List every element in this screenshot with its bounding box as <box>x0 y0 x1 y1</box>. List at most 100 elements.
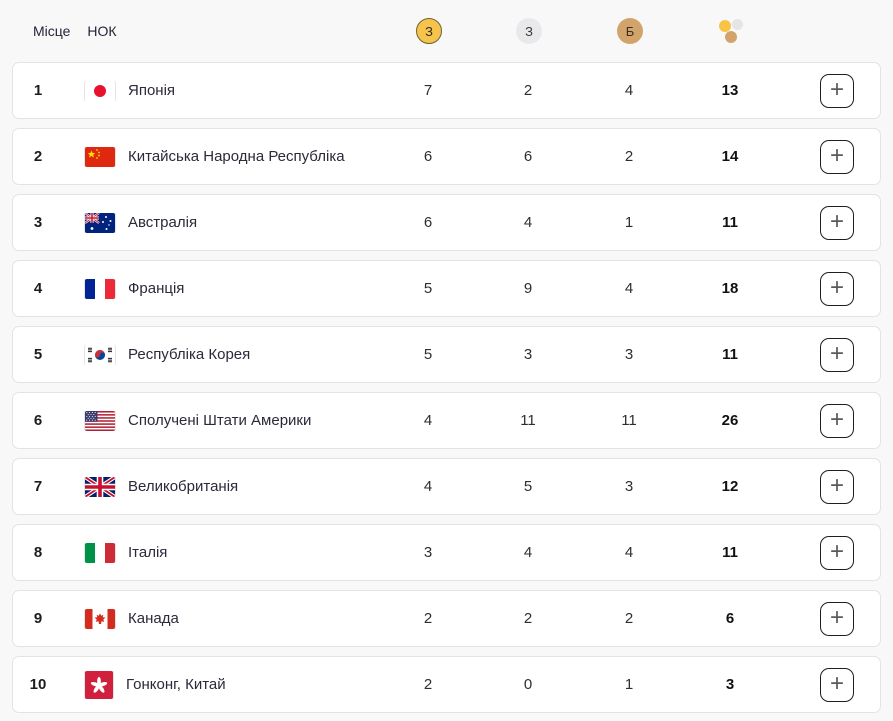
total-count: 13 <box>721 82 739 99</box>
noc-cell: Австралія <box>63 212 378 233</box>
gold-count: 7 <box>423 82 433 99</box>
action-cell: + <box>780 403 880 438</box>
flag-hk-icon <box>85 670 113 699</box>
flag-au-icon <box>85 212 115 233</box>
total-count: 26 <box>721 412 739 429</box>
medal-row: 3 Австралія 6 4 1 11 + <box>12 194 881 251</box>
expand-button[interactable]: + <box>820 667 854 702</box>
gold-count: 4 <box>423 478 433 495</box>
bronze-count: 1 <box>624 676 634 693</box>
action-cell: + <box>780 337 880 372</box>
bronze-count: 4 <box>624 280 634 297</box>
total-count: 14 <box>721 148 739 165</box>
noc-column-header: НОК <box>87 23 117 39</box>
medal-rows: 1 Японія 7 2 4 13 + 2 Китайська Народна … <box>0 62 893 713</box>
silver-column-header: З <box>479 18 579 44</box>
silver-count: 0 <box>523 676 533 693</box>
expand-button[interactable]: + <box>820 337 854 372</box>
bronze-count: 2 <box>624 610 634 627</box>
medal-row: 5 Республіка Корея 5 3 3 11 + <box>12 326 881 383</box>
total-count: 11 <box>722 544 738 561</box>
table-header: Місце НОК З З Б <box>12 0 881 62</box>
noc-cell: Сполучені Штати Америки <box>63 410 378 431</box>
flag-cn-icon <box>85 146 115 167</box>
medal-row: 8 Італія 3 4 4 11 + <box>12 524 881 581</box>
expand-button[interactable]: + <box>820 535 854 570</box>
flag-us-icon <box>85 410 115 431</box>
expand-button[interactable]: + <box>820 403 854 438</box>
action-cell: + <box>780 73 880 108</box>
total-medals-icon <box>718 19 744 43</box>
plus-icon: + <box>829 669 844 697</box>
gold-count: 2 <box>423 676 433 693</box>
silver-count: 3 <box>523 346 533 363</box>
plus-icon: + <box>829 603 844 631</box>
total-count: 6 <box>725 610 735 627</box>
silver-count: 11 <box>520 412 536 429</box>
bronze-count: 11 <box>621 412 637 429</box>
silver-count: 2 <box>523 82 533 99</box>
total-count: 12 <box>721 478 739 495</box>
plus-icon: + <box>829 75 844 103</box>
silver-medal-icon: З <box>516 18 542 44</box>
plus-icon: + <box>829 207 844 235</box>
plus-icon: + <box>829 339 844 367</box>
expand-button[interactable]: + <box>820 73 854 108</box>
noc-name: Великобританія <box>128 478 239 495</box>
silver-count: 5 <box>523 478 533 495</box>
action-cell: + <box>780 271 880 306</box>
silver-count: 6 <box>523 148 533 165</box>
noc-cell: Великобританія <box>63 476 378 497</box>
rank-label: 10 <box>29 676 47 693</box>
noc-cell: Китайська Народна Республіка <box>63 146 378 167</box>
action-cell: + <box>780 667 880 702</box>
noc-cell: Республіка Корея <box>63 344 378 365</box>
bronze-count: 4 <box>624 82 634 99</box>
total-silver-dot <box>731 19 743 30</box>
bronze-count: 4 <box>624 544 634 561</box>
flag-kr-icon <box>85 344 115 365</box>
gold-medal-icon: З <box>416 18 442 44</box>
noc-name: Гонконг, Китай <box>126 676 226 693</box>
noc-name: Японія <box>128 82 176 99</box>
rank-label: 6 <box>33 412 43 429</box>
silver-count: 4 <box>523 214 533 231</box>
medal-row: 2 Китайська Народна Республіка 6 6 2 14 … <box>12 128 881 185</box>
noc-cell: Італія <box>63 542 378 563</box>
action-cell: + <box>780 139 880 174</box>
gold-count: 5 <box>423 280 433 297</box>
noc-cell: Франція <box>63 278 378 299</box>
expand-button[interactable]: + <box>820 469 854 504</box>
gold-count: 6 <box>423 214 433 231</box>
expand-button[interactable]: + <box>820 205 854 240</box>
place-column-header: Місце <box>33 23 71 39</box>
noc-name: Італія <box>128 544 168 561</box>
bronze-column-header: Б <box>579 18 681 44</box>
rank-label: 9 <box>33 610 43 627</box>
total-count: 11 <box>722 214 738 231</box>
gold-count: 4 <box>423 412 433 429</box>
header-left: Місце НОК <box>12 23 379 39</box>
gold-count: 6 <box>423 148 433 165</box>
bronze-medal-icon: Б <box>617 18 643 44</box>
flag-jp-icon <box>85 80 115 101</box>
flag-fr-icon <box>85 278 115 299</box>
action-cell: + <box>780 601 880 636</box>
bronze-count: 2 <box>624 148 634 165</box>
action-cell: + <box>780 535 880 570</box>
noc-cell: Японія <box>63 80 378 101</box>
rank-label: 7 <box>33 478 43 495</box>
total-column-header <box>681 19 781 43</box>
medal-row: 10 Гонконг, Китай 2 0 1 3 + <box>12 656 881 713</box>
noc-name: Австралія <box>128 214 198 231</box>
noc-name: Канада <box>128 610 179 627</box>
plus-icon: + <box>829 141 844 169</box>
rank-label: 1 <box>33 82 43 99</box>
noc-name: Китайська Народна Республіка <box>128 148 345 165</box>
expand-button[interactable]: + <box>820 601 854 636</box>
expand-button[interactable]: + <box>820 271 854 306</box>
expand-button[interactable]: + <box>820 139 854 174</box>
total-bronze-dot <box>724 31 737 43</box>
plus-icon: + <box>829 471 844 499</box>
